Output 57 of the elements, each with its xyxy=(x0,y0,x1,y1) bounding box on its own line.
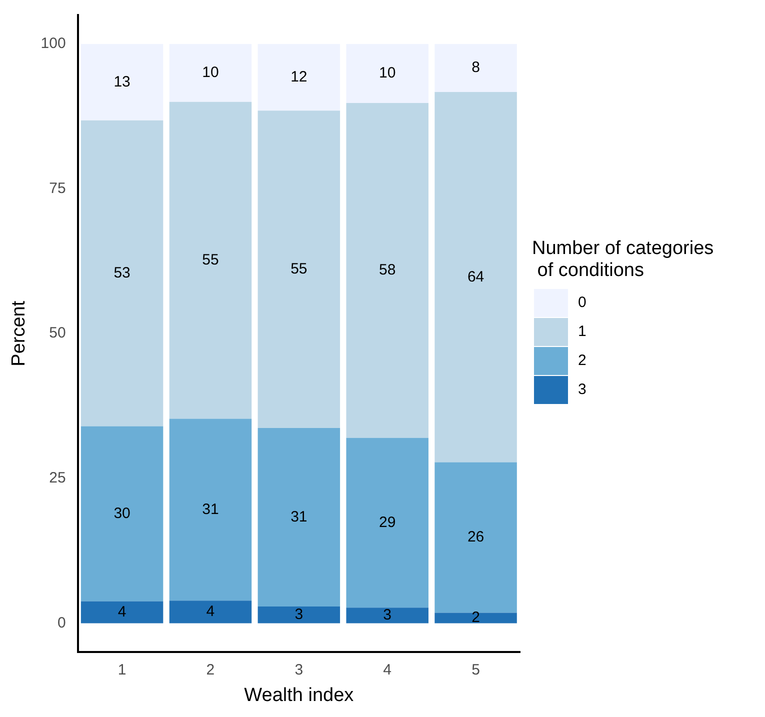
data-label: 64 xyxy=(467,268,484,286)
bar xyxy=(434,44,517,92)
x-tick-label: 3 xyxy=(294,661,304,678)
bar xyxy=(80,120,164,426)
legend-label: 1 xyxy=(578,323,586,340)
data-label: 31 xyxy=(290,508,308,526)
data-label: 58 xyxy=(379,262,396,279)
data-label: 10 xyxy=(202,64,219,82)
data-label: 4 xyxy=(206,603,215,620)
bar xyxy=(346,44,428,104)
y-tick-label: 0 xyxy=(57,614,66,632)
x-axis-title: Wealth index xyxy=(244,684,354,706)
legend-label: 2 xyxy=(578,352,586,369)
data-label: 13 xyxy=(114,73,130,90)
x-tick-label: 2 xyxy=(206,661,215,678)
data-label: 29 xyxy=(379,514,396,531)
y-tick-label: 100 xyxy=(40,35,66,52)
data-label: 55 xyxy=(202,251,219,268)
bar xyxy=(258,44,340,111)
data-label: 10 xyxy=(379,64,396,82)
data-label: 30 xyxy=(114,504,130,522)
data-label: 12 xyxy=(290,68,308,86)
bar xyxy=(258,428,340,606)
bar xyxy=(434,612,517,624)
bar xyxy=(169,600,252,624)
data-label: 55 xyxy=(290,260,308,278)
bar xyxy=(346,438,428,608)
bar xyxy=(80,426,164,602)
x-tick-label: 4 xyxy=(383,661,392,678)
bar xyxy=(169,44,252,102)
y-tick-label: 50 xyxy=(49,324,66,342)
y-axis-title: Percent xyxy=(8,300,30,366)
bar xyxy=(169,418,252,601)
data-label: 3 xyxy=(383,606,392,624)
bar xyxy=(434,92,517,462)
data-label: 26 xyxy=(467,528,484,546)
x-tick-label: 5 xyxy=(472,661,480,678)
x-tick-label: 1 xyxy=(118,661,126,678)
data-label: 2 xyxy=(472,609,480,626)
data-label: 3 xyxy=(294,606,304,623)
bar xyxy=(258,606,340,624)
bar xyxy=(346,103,428,438)
data-label: 31 xyxy=(202,500,219,518)
bar xyxy=(434,462,517,613)
legend-label: 3 xyxy=(578,381,586,398)
y-tick-label: 25 xyxy=(49,470,66,487)
bar xyxy=(80,44,164,120)
legend-title: Number of categories of conditions xyxy=(532,238,714,282)
legend-label: 0 xyxy=(578,294,586,311)
bar xyxy=(346,608,428,624)
data-label: 4 xyxy=(118,603,126,620)
bar xyxy=(258,110,340,428)
bar xyxy=(80,601,164,624)
bar xyxy=(169,102,252,419)
data-label: 53 xyxy=(114,264,130,282)
y-tick-label: 75 xyxy=(49,180,66,197)
data-label: 8 xyxy=(472,59,480,76)
